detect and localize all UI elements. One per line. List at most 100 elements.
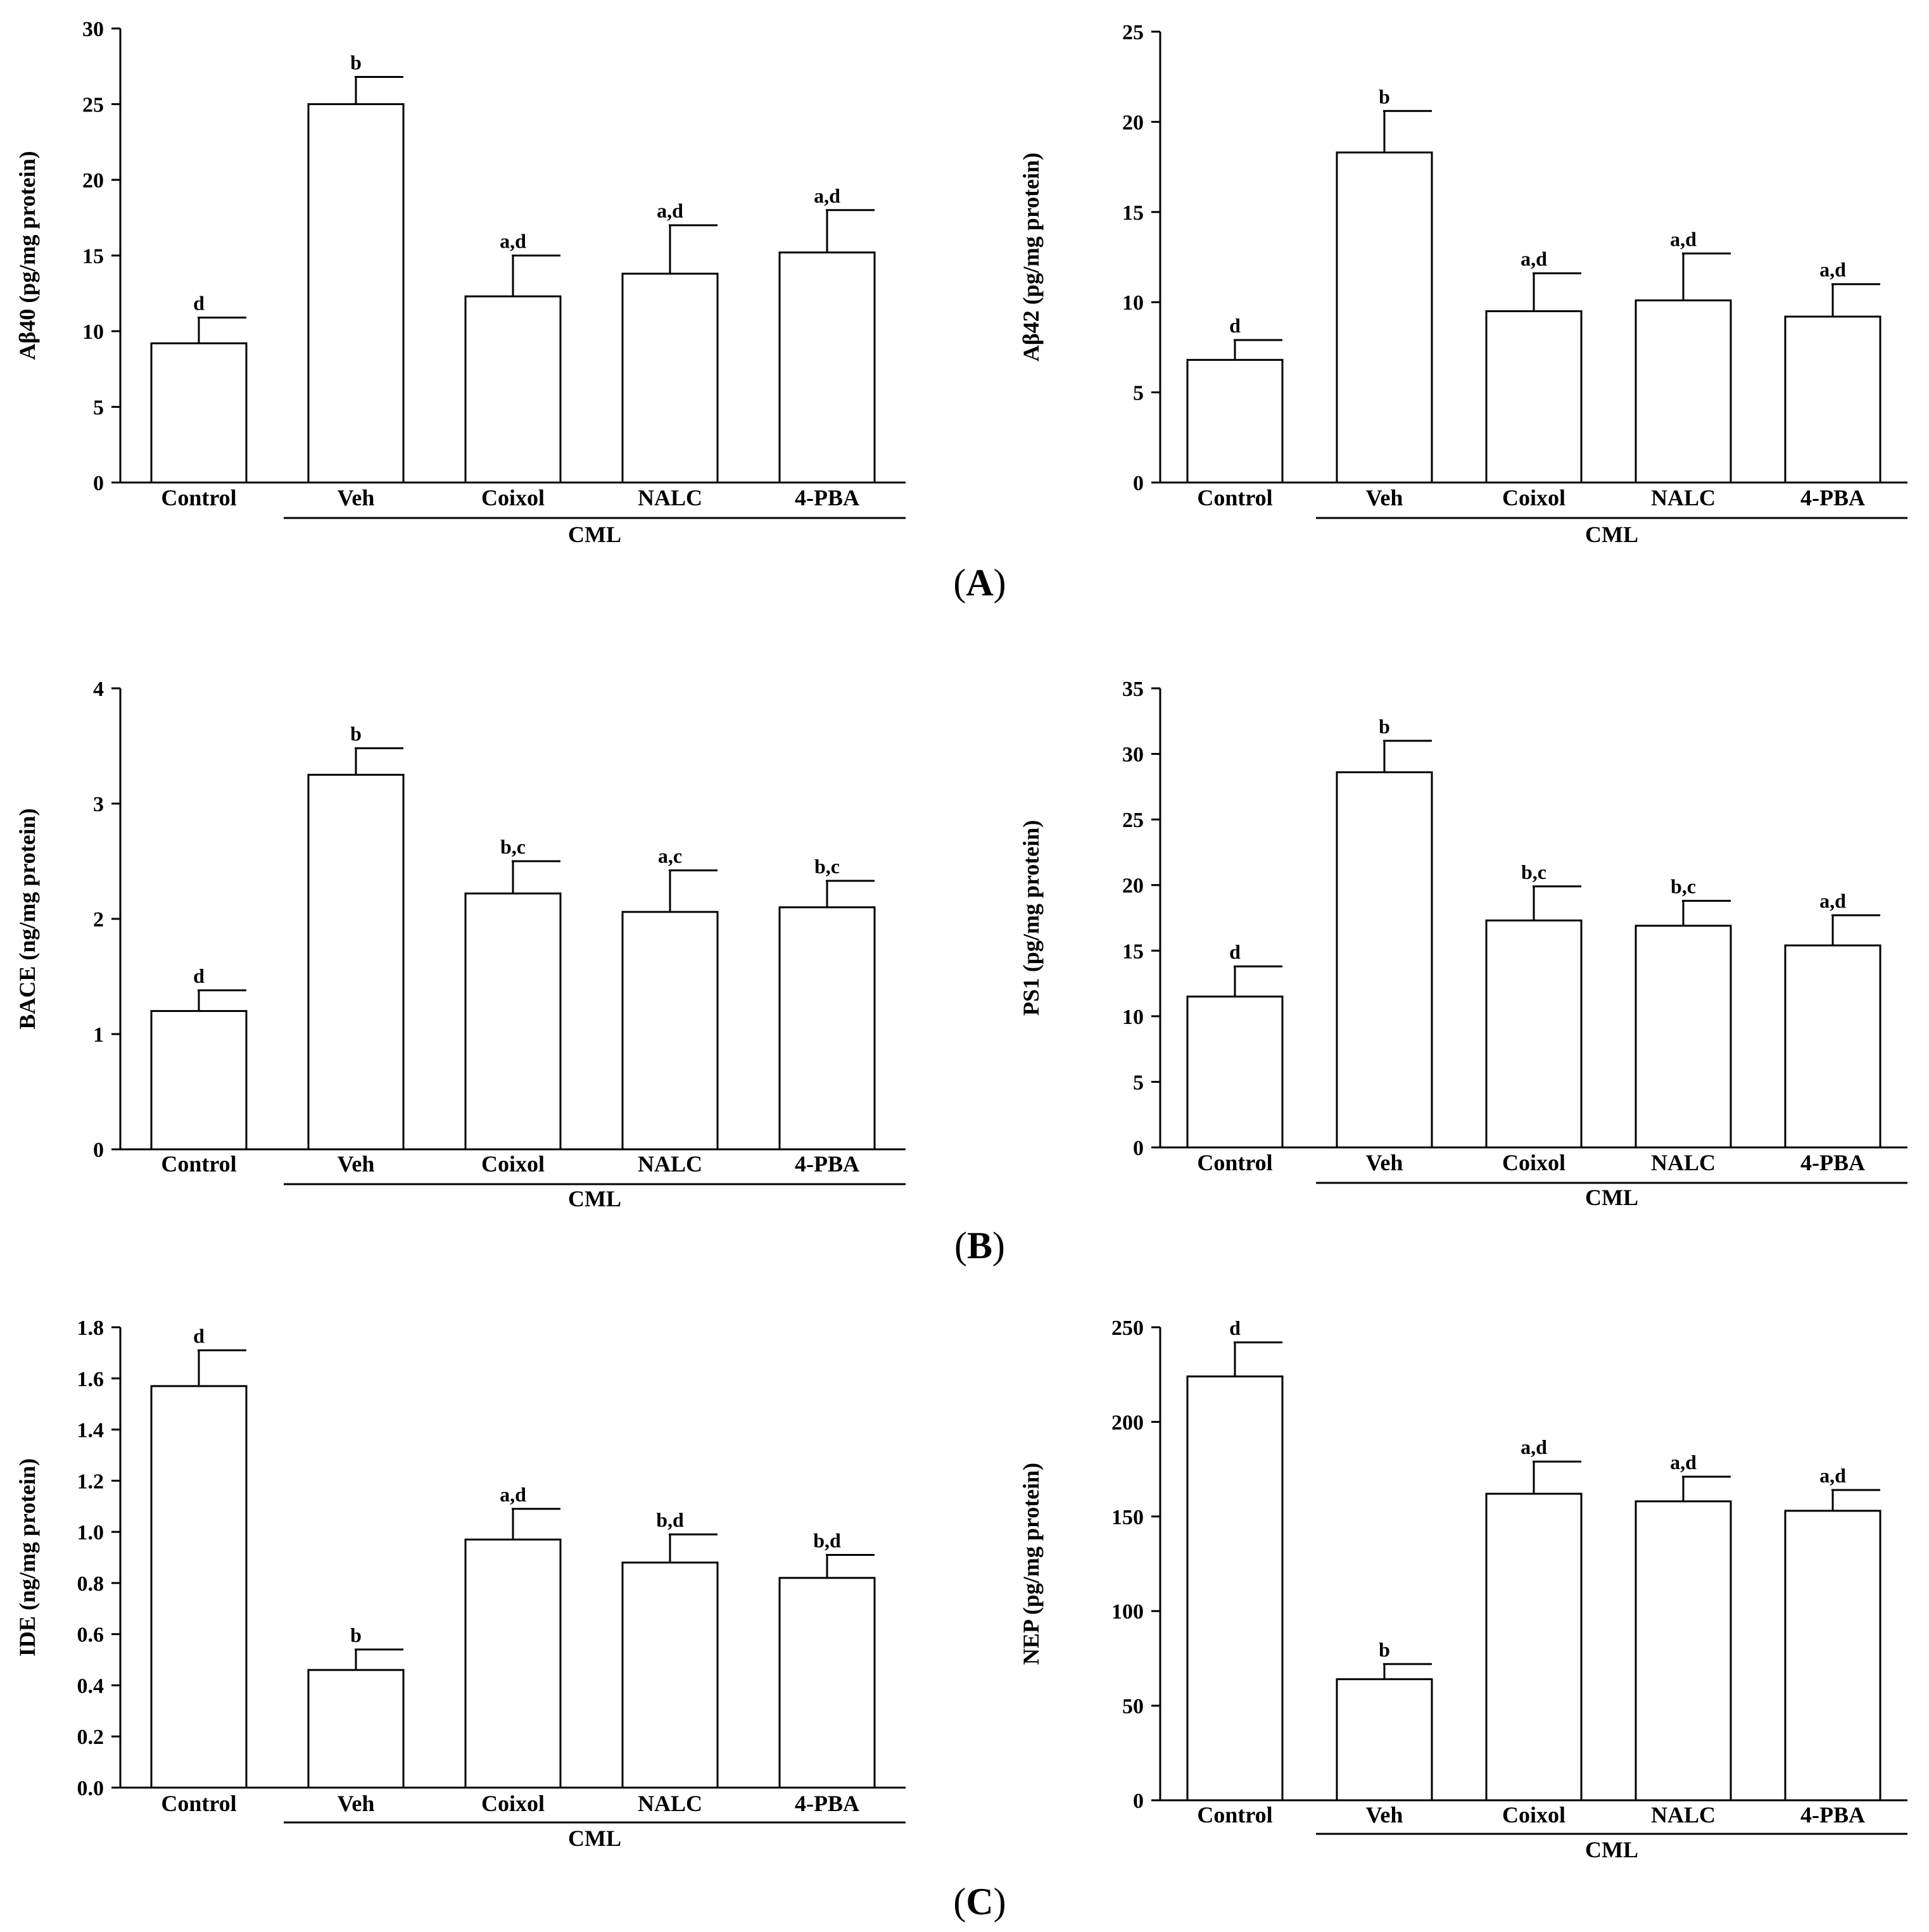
bar xyxy=(1186,995,1284,1149)
chart-ps1: 0 5 10 15 20 25 30 35 PS1 (pg/mg protein) d Contro… xyxy=(1018,678,1907,1210)
category-label: 4-PBA xyxy=(795,1791,859,1816)
y-tick-label: 15 xyxy=(1122,201,1144,225)
significance-label: a,d xyxy=(657,199,683,222)
bar xyxy=(1336,151,1433,484)
significance-label: a,d xyxy=(500,1483,526,1506)
category-label: Control xyxy=(161,1151,236,1177)
significance-label: d xyxy=(1229,940,1241,963)
y-tick-label: 0.2 xyxy=(77,1726,104,1749)
y-tick-label: 20 xyxy=(1122,111,1144,134)
y-tick-label: 3 xyxy=(93,793,104,816)
y-tick-label: 1.2 xyxy=(77,1470,104,1493)
category-label: Control xyxy=(1197,1802,1272,1828)
significance-label: a,d xyxy=(500,230,526,253)
group-label: CML xyxy=(1585,1185,1638,1210)
y-tick-label: 4 xyxy=(93,678,104,701)
y-tick-label: 0.4 xyxy=(77,1674,104,1698)
group-label: CML xyxy=(1585,1837,1638,1862)
y-tick-label: 25 xyxy=(82,94,104,117)
bar xyxy=(1635,299,1732,484)
group-label: CML xyxy=(568,1826,621,1851)
bar xyxy=(1485,310,1583,484)
bar xyxy=(1784,1510,1882,1802)
y-tick-label: 1.4 xyxy=(77,1419,104,1443)
bar xyxy=(621,911,719,1151)
bar xyxy=(1485,1493,1583,1802)
y-axis-title: Aβ40 (pg/mg protein) xyxy=(15,151,40,360)
significance-label: a,d xyxy=(1819,889,1846,912)
chart-abeta40: 0 5 10 15 20 25 30 Aβ40 (pg/mg protein) d Control… xyxy=(15,18,906,547)
category-label: Coixol xyxy=(1502,1802,1565,1828)
category-label: NALC xyxy=(638,485,702,510)
y-tick-label: 15 xyxy=(1122,940,1144,963)
y-axis-title: Aβ42 (pg/mg protein) xyxy=(1018,153,1044,362)
bar xyxy=(1635,925,1732,1149)
category-label: 4-PBA xyxy=(795,485,859,510)
bar xyxy=(1635,1500,1732,1802)
bar xyxy=(1485,919,1583,1149)
category-label: NALC xyxy=(638,1151,702,1177)
significance-label: b,d xyxy=(656,1508,684,1531)
significance-label: b,c xyxy=(1521,861,1546,883)
y-tick-label: 5 xyxy=(1133,382,1144,405)
bar xyxy=(307,774,405,1151)
bar xyxy=(307,1669,405,1789)
y-tick-label: 100 xyxy=(1111,1600,1144,1624)
y-tick-label: 25 xyxy=(1122,21,1144,44)
category-label: Coixol xyxy=(481,1791,545,1816)
y-tick-label: 1.6 xyxy=(77,1368,104,1391)
y-tick-label: 5 xyxy=(93,396,104,420)
bar xyxy=(1186,358,1284,484)
significance-label: d xyxy=(1229,314,1241,337)
significance-label: a,d xyxy=(814,184,840,207)
y-tick-label: 10 xyxy=(82,320,104,344)
y-tick-label: 1.0 xyxy=(77,1521,104,1544)
significance-label: d xyxy=(193,1324,205,1347)
significance-label: b xyxy=(1379,1638,1390,1661)
y-tick-label: 15 xyxy=(82,245,104,268)
y-tick-label: 50 xyxy=(1122,1695,1144,1719)
bar xyxy=(150,342,248,484)
significance-label: a,d xyxy=(1819,258,1846,281)
bar xyxy=(464,295,562,484)
bar xyxy=(464,1538,562,1789)
y-tick-label: 0.8 xyxy=(77,1572,104,1596)
category-label: Coixol xyxy=(481,1151,545,1177)
category-label: NALC xyxy=(1651,485,1716,510)
panel-label-b: (B) xyxy=(954,1225,1005,1266)
y-tick-label: 30 xyxy=(1122,743,1144,767)
group-label: CML xyxy=(1585,522,1638,547)
y-tick-label: 10 xyxy=(1122,1006,1144,1029)
y-tick-label: 0 xyxy=(93,1139,104,1162)
y-axis-title: NEP (pg/mg protein) xyxy=(1018,1463,1044,1665)
category-label: Veh xyxy=(338,1151,375,1177)
significance-label: a,d xyxy=(1521,1436,1547,1458)
group-label: CML xyxy=(568,1186,621,1211)
category-label: Veh xyxy=(1366,485,1403,510)
bar xyxy=(778,1577,876,1789)
significance-label: a,d xyxy=(1819,1464,1846,1487)
y-tick-label: 0 xyxy=(93,472,104,495)
chart-bace: 0 1 2 3 4 BACE (ng/mg protein) d Control b Veh b,c… xyxy=(15,678,906,1211)
category-label: Veh xyxy=(338,485,375,510)
panel-label-c: (C) xyxy=(953,1881,1006,1923)
bar xyxy=(150,1385,248,1789)
significance-label: b xyxy=(1379,715,1390,738)
y-tick-label: 35 xyxy=(1122,678,1144,701)
significance-label: d xyxy=(193,964,205,987)
y-axis-title: BACE (ng/mg protein) xyxy=(15,808,40,1029)
significance-label: b xyxy=(350,723,362,745)
y-tick-label: 25 xyxy=(1122,809,1144,832)
panel-label-a: (A) xyxy=(953,562,1006,603)
significance-label: a,d xyxy=(1521,248,1547,270)
y-tick-label: 0.0 xyxy=(77,1777,104,1800)
significance-label: a,d xyxy=(1670,227,1697,250)
y-tick-label: 0 xyxy=(1133,1137,1144,1160)
y-tick-label: 0.6 xyxy=(77,1624,104,1647)
y-tick-label: 200 xyxy=(1111,1411,1144,1434)
bar xyxy=(1186,1375,1284,1802)
bar xyxy=(1336,771,1433,1149)
category-label: Veh xyxy=(1366,1802,1403,1828)
significance-label: b xyxy=(1379,85,1390,108)
chart-nep: 0 50 100 150 200 250 NEP (pg/mg protein) d Contr… xyxy=(1018,1316,1907,1862)
